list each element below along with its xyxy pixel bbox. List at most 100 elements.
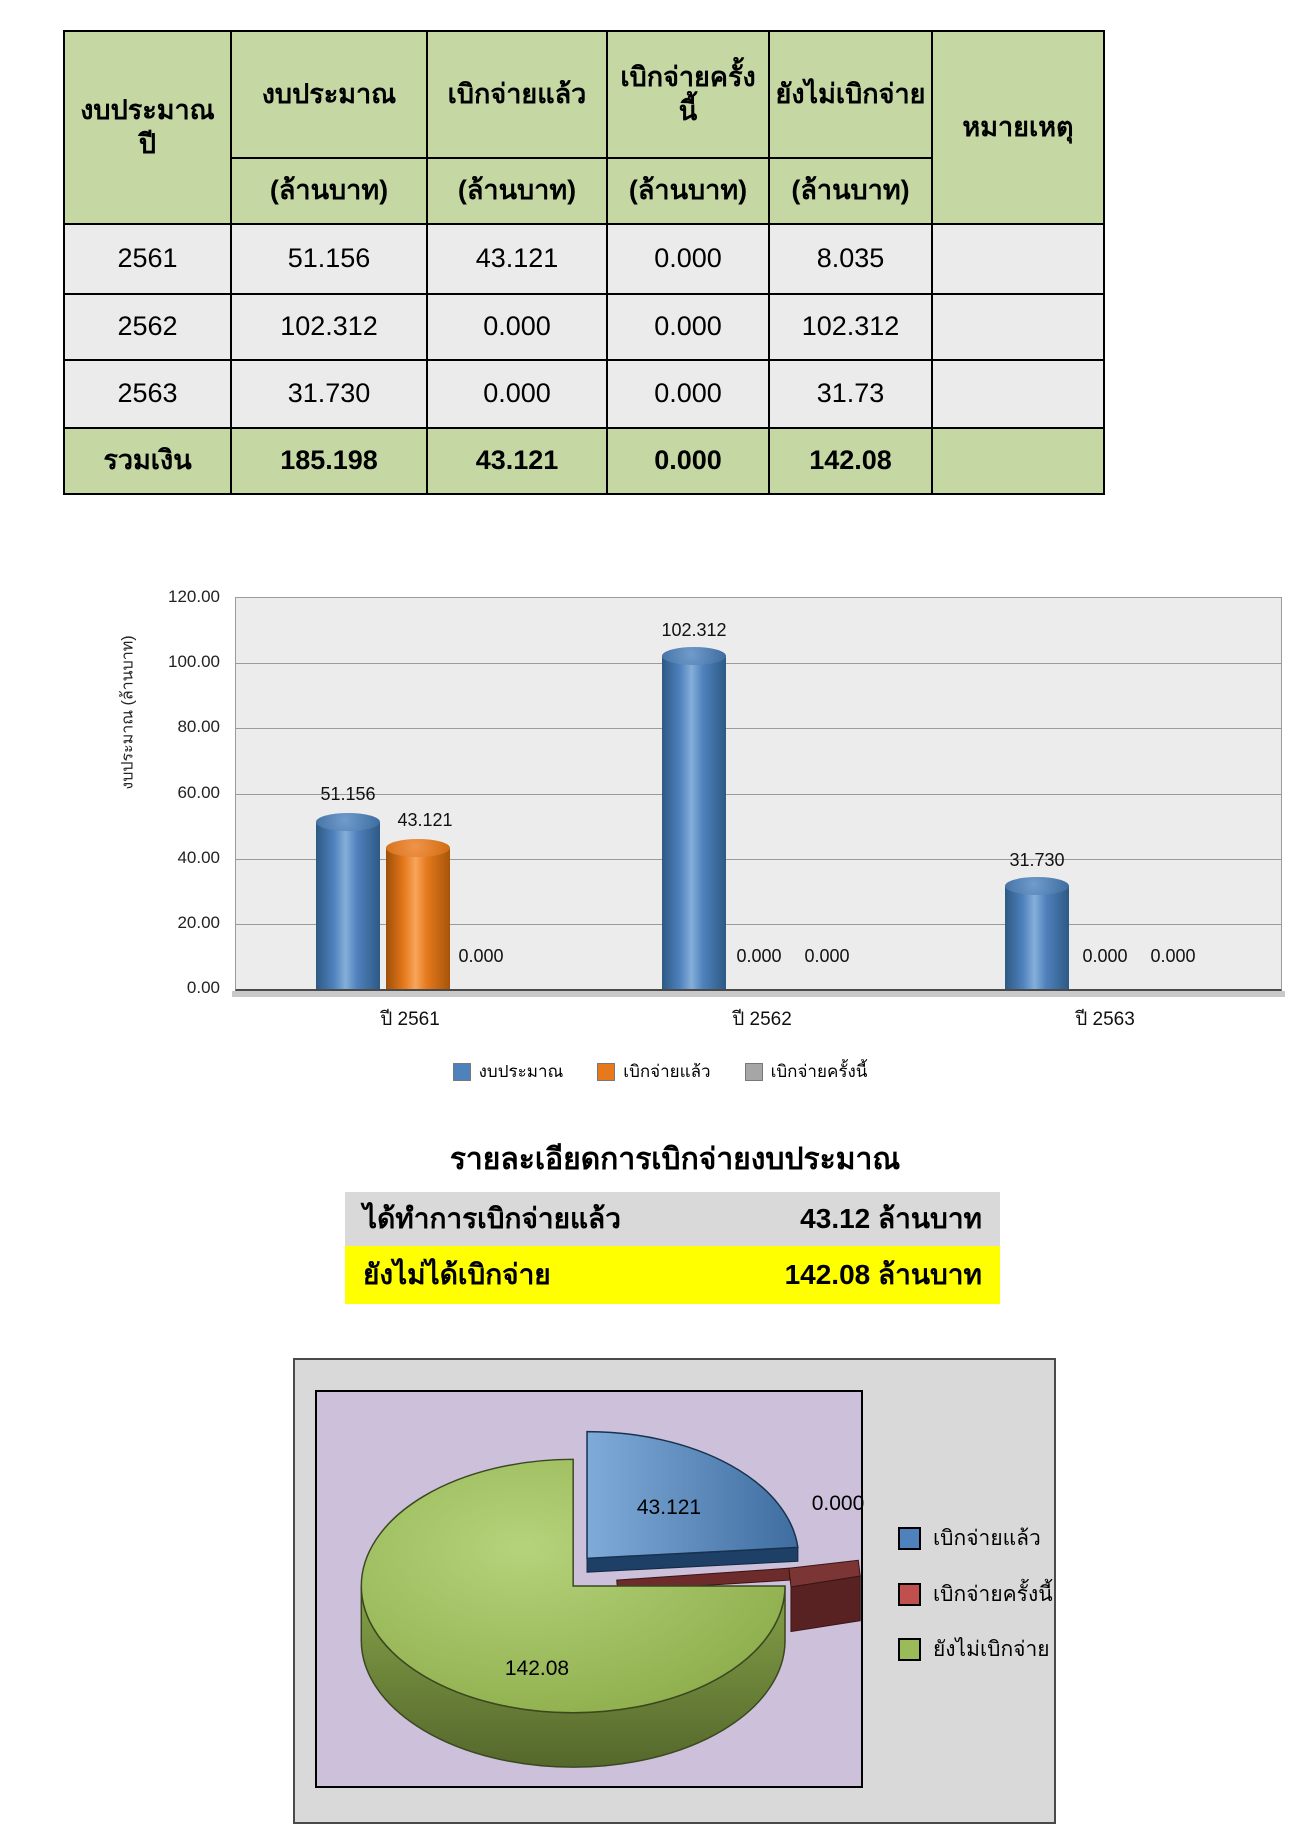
bar-value-label: 51.156 bbox=[320, 784, 376, 804]
bar-2562-budget bbox=[662, 647, 726, 989]
cell-budget: 102.312 bbox=[230, 293, 428, 361]
pie-legend-label: เบิกจ่ายแล้ว bbox=[933, 1527, 1041, 1550]
gridline bbox=[236, 793, 1281, 795]
cell-year: 2563 bbox=[63, 359, 232, 429]
bar-2561-budget bbox=[316, 813, 380, 989]
unit-not-disbursed: (ล้านบาท) bbox=[768, 157, 933, 225]
gridline bbox=[236, 858, 1281, 860]
zero-value-label: 0.000 bbox=[804, 946, 850, 966]
cell-budget: 51.156 bbox=[230, 223, 428, 295]
legend-label: เบิกจ่ายแล้ว bbox=[623, 1062, 711, 1081]
pie-legend-swatch-green bbox=[898, 1638, 921, 1661]
cell-note bbox=[931, 359, 1105, 429]
bar-cap bbox=[316, 813, 380, 831]
header-not-disbursed: ยังไม่เบิกจ่าย bbox=[768, 30, 933, 159]
unit-disbursed: (ล้านบาท) bbox=[426, 157, 608, 225]
legend-label: งบประมาณ bbox=[478, 1062, 564, 1081]
pie-legend-item-not-disbursed: ยังไม่เบิกจ่าย bbox=[898, 1633, 1050, 1666]
summary-value: 142.08 ล้านบาท bbox=[784, 1259, 982, 1290]
pie-legend-swatch-red bbox=[898, 1583, 921, 1606]
cell-not-disbursed: 8.035 bbox=[768, 223, 933, 295]
total-budget: 185.198 bbox=[230, 427, 428, 495]
pie-3d-graphic bbox=[360, 1430, 861, 1768]
legend-label: เบิกจ่ายครั้งนี้ bbox=[770, 1062, 868, 1081]
gridline bbox=[236, 663, 1281, 665]
cell-not-disbursed: 31.73 bbox=[768, 359, 933, 429]
summary-title: รายละเอียดการเบิกจ่ายงบประมาณ bbox=[449, 1143, 901, 1176]
summary-label: ได้ทำการเบิกจ่ายแล้ว bbox=[363, 1203, 621, 1234]
zero-value-label: 0.000 bbox=[1150, 946, 1196, 966]
pie-legend-item-this-time: เบิกจ่ายครั้งนี้ bbox=[898, 1578, 1053, 1611]
pie-slice-disbursed bbox=[586, 1430, 799, 1573]
summary-row-not-disbursed: ยังไม่ได้เบิกจ่าย 142.08 ล้านบาท bbox=[345, 1246, 1000, 1304]
total-disbursed: 43.121 bbox=[426, 427, 608, 495]
header-note: หมายเหตุ bbox=[931, 30, 1105, 225]
cell-this-time: 0.000 bbox=[606, 293, 770, 361]
zero-value-label: 0.000 bbox=[458, 946, 504, 966]
cell-note bbox=[931, 293, 1105, 361]
total-this-time: 0.000 bbox=[606, 427, 770, 495]
legend-item-this-time: เบิกจ่ายครั้งนี้ bbox=[744, 1058, 868, 1085]
bar-2563-budget bbox=[1005, 877, 1069, 989]
total-not-disbursed: 142.08 bbox=[768, 427, 933, 495]
zero-value-label: 0.000 bbox=[736, 946, 782, 966]
y-tick: 120.00 bbox=[168, 587, 220, 606]
bar-cap bbox=[386, 839, 450, 857]
bar-value-label: 31.730 bbox=[1009, 850, 1065, 870]
cell-this-time: 0.000 bbox=[606, 223, 770, 295]
pie-legend-label: ยังไม่เบิกจ่าย bbox=[933, 1638, 1050, 1661]
cell-not-disbursed: 102.312 bbox=[768, 293, 933, 361]
bar-value-label: 43.121 bbox=[397, 810, 453, 830]
pie-label-this-time: 0.000 bbox=[811, 1492, 865, 1515]
header-budget-year: งบประมาณ ปี bbox=[63, 30, 232, 225]
table-row-2562: 2562 102.312 0.000 0.000 102.312 bbox=[63, 293, 1105, 361]
bar-chart-legend: งบประมาณ เบิกจ่ายแล้ว เบิกจ่ายครั้งนี้ bbox=[380, 1058, 940, 1085]
bar-value-label: 102.312 bbox=[661, 620, 727, 640]
header-this-time: เบิกจ่ายครั้งนี้ bbox=[606, 30, 770, 159]
cell-year: 2562 bbox=[63, 293, 232, 361]
legend-swatch-blue bbox=[452, 1062, 471, 1081]
legend-item-budget: งบประมาณ bbox=[452, 1058, 564, 1085]
cell-disbursed: 0.000 bbox=[426, 293, 608, 361]
unit-budget: (ล้านบาท) bbox=[230, 157, 428, 225]
unit-this-time: (ล้านบาท) bbox=[606, 157, 770, 225]
gridline bbox=[236, 728, 1281, 730]
bar-2561-disbursed bbox=[386, 839, 450, 989]
header-disbursed: เบิกจ่ายแล้ว bbox=[426, 30, 608, 159]
bar-chart-plot-area: 51.156 43.121 102.312 31.730 0.000 0.000… bbox=[232, 597, 1285, 997]
x-category-2561: ปี 2561 bbox=[380, 1009, 440, 1030]
pie-legend-swatch-blue bbox=[898, 1527, 921, 1550]
summary-row-disbursed: ได้ทำการเบิกจ่ายแล้ว 43.12 ล้านบาท bbox=[345, 1192, 1000, 1246]
table-row-2561: 2561 51.156 43.121 0.000 8.035 bbox=[63, 223, 1105, 295]
cell-year: 2561 bbox=[63, 223, 232, 295]
header-budget: งบประมาณ bbox=[230, 30, 428, 159]
y-tick: 60.00 bbox=[177, 783, 220, 802]
table-row-total: รวมเงิน 185.198 43.121 0.000 142.08 bbox=[63, 427, 1105, 495]
total-note bbox=[931, 427, 1105, 495]
header-budget-year-line2: ปี bbox=[138, 128, 157, 159]
cell-this-time: 0.000 bbox=[606, 359, 770, 429]
pie-label-not-disbursed: 142.08 bbox=[504, 1657, 570, 1680]
total-label: รวมเงิน bbox=[63, 427, 232, 495]
summary-label: ยังไม่ได้เบิกจ่าย bbox=[363, 1259, 551, 1290]
table-row-2563: 2563 31.730 0.000 0.000 31.73 bbox=[63, 359, 1105, 429]
cell-disbursed: 43.121 bbox=[426, 223, 608, 295]
y-tick: 100.00 bbox=[168, 652, 220, 671]
pie-legend-item-disbursed: เบิกจ่ายแล้ว bbox=[898, 1522, 1041, 1555]
budget-table: งบประมาณ ปี งบประมาณ เบิกจ่ายแล้ว เบิกจ่… bbox=[63, 30, 1105, 495]
summary-value: 43.12 ล้านบาท bbox=[800, 1203, 982, 1234]
legend-swatch-orange bbox=[597, 1062, 616, 1081]
x-category-2563: ปี 2563 bbox=[1075, 1009, 1135, 1030]
bar-cap bbox=[662, 647, 726, 665]
pie-legend-label: เบิกจ่ายครั้งนี้ bbox=[933, 1583, 1053, 1606]
bar-cap bbox=[1005, 877, 1069, 895]
chart-floor bbox=[232, 991, 1285, 997]
x-category-2562: ปี 2562 bbox=[732, 1009, 792, 1030]
y-tick: 20.00 bbox=[177, 913, 220, 932]
legend-swatch-gray bbox=[744, 1062, 763, 1081]
pie-label-disbursed: 43.121 bbox=[636, 1496, 702, 1519]
y-tick: 40.00 bbox=[177, 848, 220, 867]
pie-chart-plot-area bbox=[315, 1390, 863, 1788]
header-budget-year-line1: งบประมาณ bbox=[80, 94, 215, 125]
